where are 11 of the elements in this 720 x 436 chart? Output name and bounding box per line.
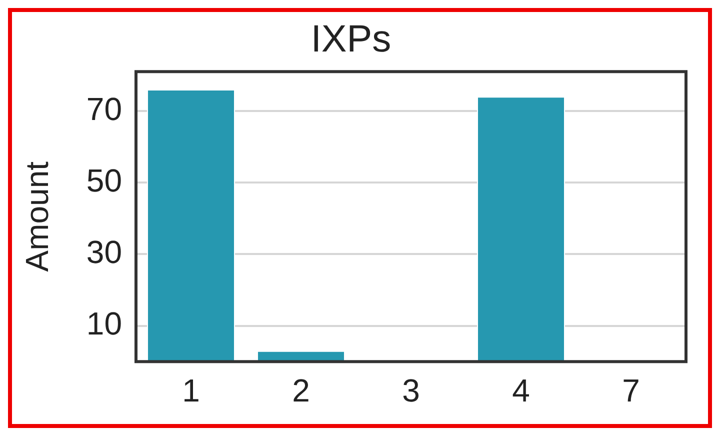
y-tick-label: 70 [86,90,122,127]
x-tick-label: 2 [292,372,310,409]
y-tick-label: 10 [86,306,122,342]
y-tick-label: 50 [86,162,122,198]
chart-title: IXPs [310,18,392,60]
y-axis-title: Amount [19,161,56,272]
x-tick-label: 7 [622,372,640,409]
x-tick-label: 3 [402,372,420,409]
x-tick-label: 4 [512,372,530,409]
y-tick-label: 30 [86,234,122,270]
x-tick-label: 1 [182,372,200,409]
